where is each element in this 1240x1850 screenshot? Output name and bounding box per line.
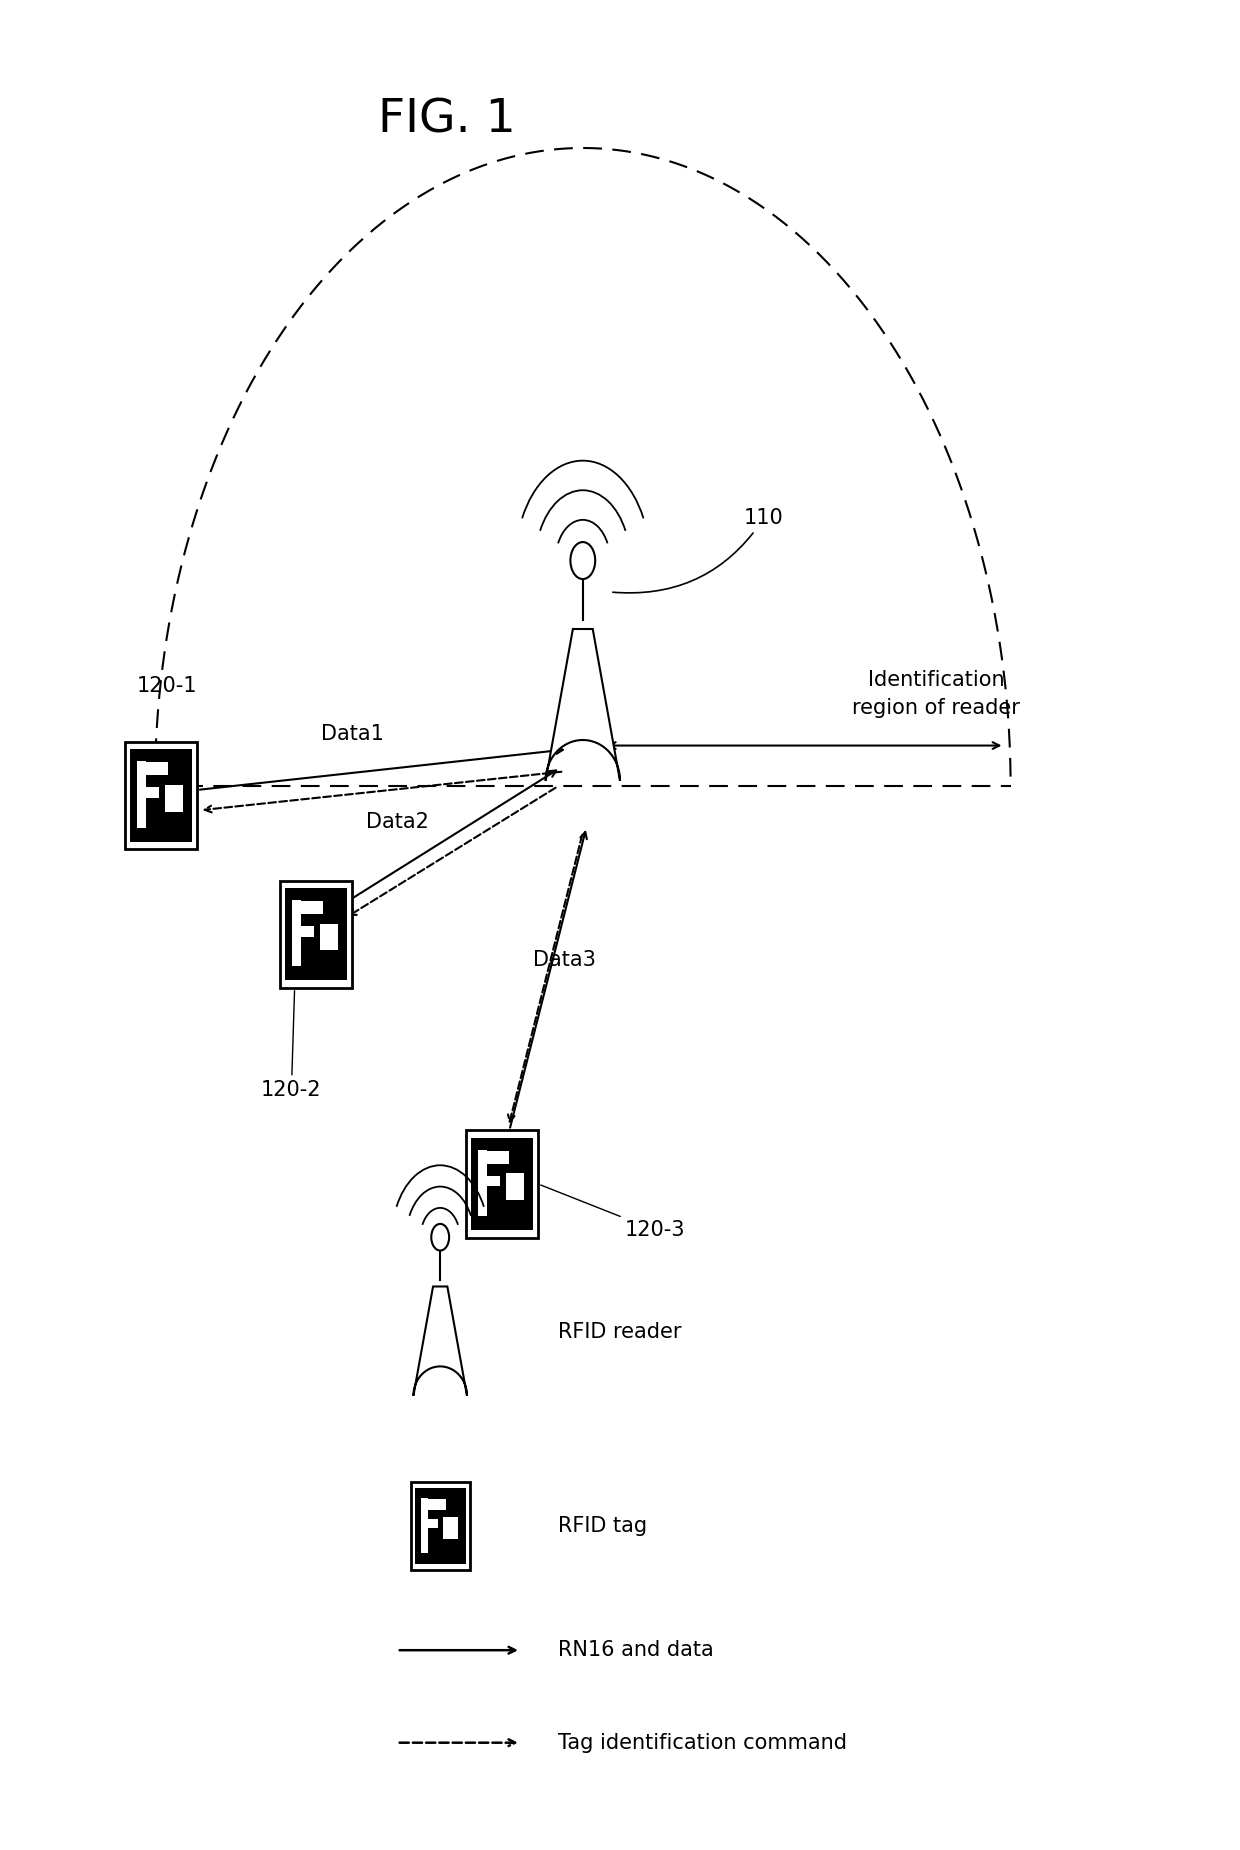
Bar	[285, 888, 347, 981]
Bar	[130, 749, 192, 842]
Text: RFID tag: RFID tag	[558, 1517, 647, 1536]
Bar	[293, 925, 314, 936]
Bar	[420, 1519, 439, 1528]
Bar	[466, 1130, 538, 1238]
Polygon shape	[546, 629, 620, 781]
Bar	[293, 901, 322, 914]
Circle shape	[432, 1225, 449, 1251]
Bar	[479, 1151, 508, 1164]
Text: Data1: Data1	[321, 723, 384, 744]
Text: RFID reader: RFID reader	[558, 1323, 682, 1341]
Text: 120-3: 120-3	[541, 1186, 686, 1240]
Text: 110: 110	[613, 509, 784, 592]
Bar	[320, 923, 337, 951]
Circle shape	[570, 542, 595, 579]
Text: Data2: Data2	[366, 812, 429, 832]
Bar	[415, 1489, 465, 1563]
Text: FIG. 1: FIG. 1	[377, 98, 516, 142]
Polygon shape	[413, 1286, 467, 1395]
Bar	[125, 742, 197, 849]
Bar	[479, 1149, 487, 1215]
Bar	[479, 1175, 500, 1186]
Bar	[443, 1517, 458, 1539]
Text: Data3: Data3	[533, 951, 596, 969]
Bar	[420, 1498, 445, 1510]
Text: 120-2: 120-2	[262, 992, 321, 1101]
Text: RN16 and data: RN16 and data	[558, 1641, 714, 1659]
Bar	[410, 1482, 470, 1571]
Bar	[420, 1498, 428, 1552]
Bar	[138, 786, 159, 797]
Bar	[138, 762, 167, 775]
Bar	[506, 1173, 523, 1201]
Bar	[280, 881, 352, 988]
Bar	[138, 760, 146, 827]
Text: Tag identification command: Tag identification command	[558, 1733, 847, 1752]
Bar	[471, 1138, 533, 1230]
Text: Identification
region of reader: Identification region of reader	[852, 670, 1021, 718]
Bar	[293, 899, 301, 966]
Bar	[165, 784, 182, 812]
Text: 120-1: 120-1	[136, 675, 197, 696]
